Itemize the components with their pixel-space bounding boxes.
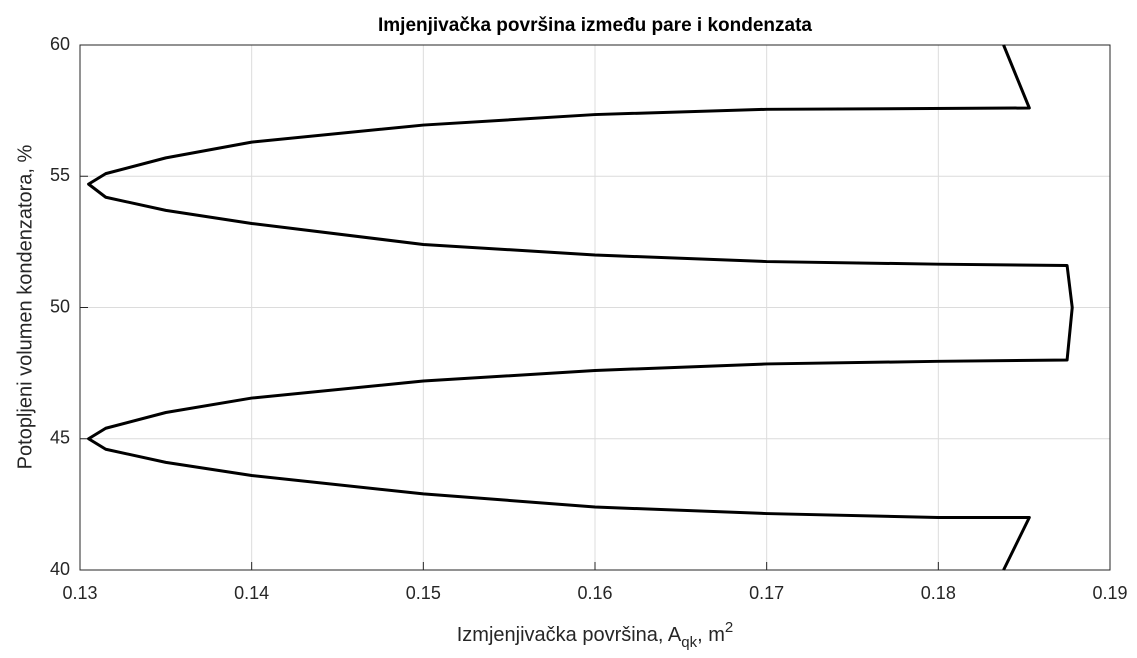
x-tick-label: 0.14 (234, 583, 269, 603)
x-label-part: , m (697, 624, 725, 646)
x-tick-label: 0.18 (921, 583, 956, 603)
x-label-sup: 2 (725, 619, 733, 636)
x-tick-label: 0.13 (62, 583, 97, 603)
chart-title: Imjenjivačka površina između pare i kond… (378, 15, 812, 36)
y-tick-label: 60 (50, 34, 70, 54)
x-label-sub: qk (681, 634, 697, 651)
y-tick-label: 50 (50, 296, 70, 316)
x-tick-label: 0.16 (577, 583, 612, 603)
y-tick-label: 40 (50, 559, 70, 579)
line (87, 44, 1074, 571)
x-tick-label: 0.19 (1092, 583, 1127, 603)
y-tick-label: 45 (50, 428, 70, 448)
x-tick-label: 0.15 (406, 583, 441, 603)
y-tick-label: 55 (50, 165, 70, 185)
plot-frame (79, 44, 1111, 571)
y-axis-label: Potopljeni volumen kondenzatora, % (14, 144, 36, 469)
x-axis-label: Izmjenjivačka površina, Aqk, m2 (457, 619, 734, 651)
x-label-part: Izmjenjivačka površina, A (457, 624, 682, 646)
x-tick-label: 0.17 (749, 583, 784, 603)
